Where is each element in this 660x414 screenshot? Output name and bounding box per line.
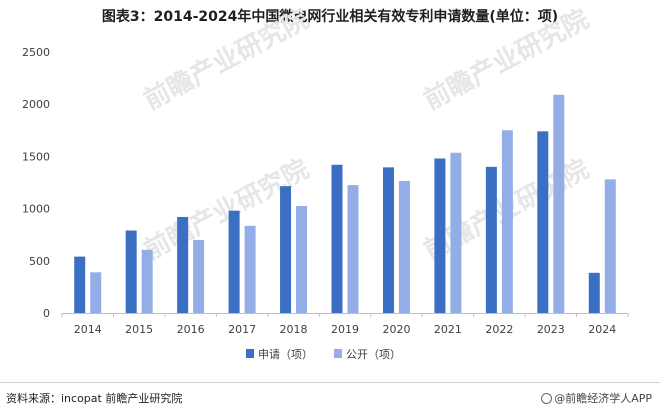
bar-apply [434, 158, 446, 313]
x-tick-label: 2016 [177, 323, 205, 336]
legend-label-apply: 申请（项） [258, 348, 313, 361]
x-tick-label: 2018 [280, 323, 308, 336]
legend: 申请（项） 公开（项） [246, 348, 401, 361]
y-tick-label: 2500 [22, 46, 50, 59]
bar-apply [177, 216, 189, 313]
bar-apply [485, 166, 497, 313]
x-tick-label: 2020 [382, 323, 410, 336]
brand-credit: @前瞻经济学人APP [541, 390, 652, 406]
bar-publish [501, 130, 513, 313]
x-tick-label: 2023 [537, 323, 565, 336]
legend-swatch-apply [246, 349, 254, 358]
y-tick-label: 1500 [22, 150, 50, 163]
y-tick-label: 1000 [22, 203, 50, 216]
y-tick-label: 2000 [22, 98, 50, 111]
watermark-text: 前瞻产业研究院 [419, 3, 594, 116]
bar-publish [244, 225, 256, 313]
x-tick-label: 2024 [588, 323, 616, 336]
chart-title: 图表3：2014-2024年中国微电网行业相关有效专利申请数量(单位：项) [101, 9, 559, 25]
bar-publish [604, 179, 616, 313]
x-tick-label: 2019 [331, 323, 359, 336]
bar-publish [450, 152, 462, 313]
bar-apply [280, 186, 292, 313]
bar-publish [347, 185, 359, 313]
bar-publish [398, 180, 410, 313]
bar-apply [228, 210, 240, 313]
x-tick-label: 2017 [228, 323, 256, 336]
bar-apply [125, 230, 137, 313]
brand-logo-icon [541, 393, 553, 404]
x-tick-label: 2015 [125, 323, 153, 336]
bars [74, 94, 616, 313]
y-tick-label: 0 [43, 307, 50, 320]
bar-publish [553, 94, 565, 313]
legend-label-publish: 公开（项） [346, 348, 401, 361]
y-tick-label: 500 [29, 255, 50, 268]
bar-apply [537, 131, 549, 313]
footer-divider [0, 382, 660, 383]
bar-publish [141, 249, 153, 313]
legend-swatch-publish [334, 349, 342, 358]
bar-publish [90, 272, 102, 313]
bar-apply [588, 272, 600, 313]
bar-apply [382, 167, 394, 313]
axes: 0 500 1000 1500 2000 2500 2014 2015 2016 2017 2018… [22, 46, 629, 336]
x-tick-label: 2021 [434, 323, 462, 336]
x-tick-label: 2022 [485, 323, 513, 336]
watermark-text: 前瞻产业研究院 [139, 3, 314, 116]
brand-credit-text: @前瞻经济学人APP [554, 392, 652, 405]
bar-publish [193, 239, 205, 313]
bar-publish [296, 205, 308, 313]
x-tick-label: 2014 [74, 323, 102, 336]
bar-apply [331, 164, 343, 313]
bar-apply [74, 256, 86, 313]
source-note: 资料来源：incopat 前瞻产业研究院 [6, 392, 183, 405]
